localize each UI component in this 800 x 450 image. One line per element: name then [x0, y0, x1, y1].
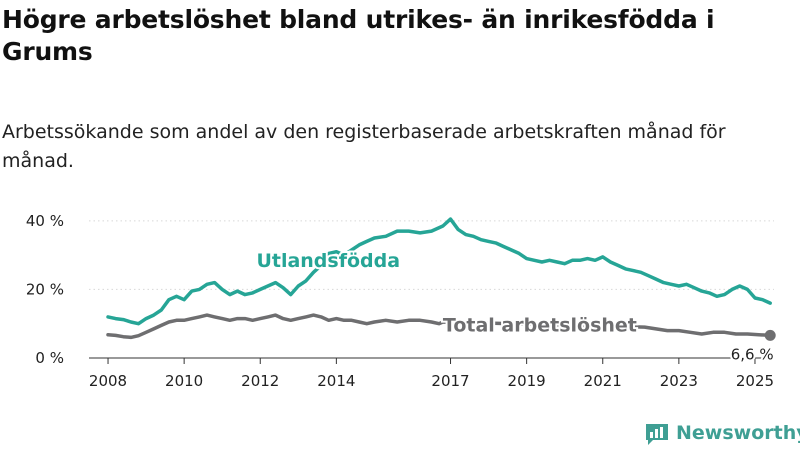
chart-title: Högre arbetslöshet bland utrikes- än inr…	[2, 5, 715, 66]
chart-subtitle: Arbetssökande som andel av den registerb…	[2, 121, 726, 172]
series-labels: Utlandsfödda Total arbetslöshet 6,6 %	[254, 248, 776, 365]
end-value-label: 6,6 %	[731, 345, 774, 363]
y-tick-label: 0 %	[35, 349, 64, 367]
series-line-1	[106, 217, 772, 326]
x-tick-label: 2021	[584, 372, 622, 390]
line-chart: 2008 2010 2012 2014 2017 2019 2021 2023 2025 0 %…	[26, 212, 776, 390]
x-tick-label: 2023	[660, 372, 698, 390]
y-tick-label: 20 %	[26, 280, 64, 298]
x-tick-label: 2014	[317, 372, 355, 390]
series-lines	[106, 217, 772, 340]
bar-chart-logo-icon	[646, 424, 668, 445]
end-point-marker	[764, 329, 776, 341]
x-tick-label: 2019	[508, 372, 546, 390]
x-tick-label: 2008	[89, 372, 127, 390]
y-tick-label: 40 %	[26, 212, 64, 230]
newsworthy-brand: Newsworthy	[644, 418, 800, 448]
series-label-1: Utlandsfödda	[256, 250, 400, 272]
brand-name: Newsworthy	[676, 422, 800, 444]
x-tick-label: 2010	[165, 372, 203, 390]
series-line-2	[106, 313, 772, 340]
x-tick-label: 2025	[736, 372, 774, 390]
grid-lines	[89, 220, 774, 290]
x-tick-label: 2012	[241, 372, 279, 390]
series-label-2: Total arbetslöshet	[443, 314, 637, 336]
x-tick-label: 2017	[431, 372, 469, 390]
x-axis: 2008 2010 2012 2014 2017 2019 2021 2023 2025	[89, 357, 774, 390]
y-axis-labels: 0 % 20 % 40 %	[26, 212, 64, 367]
